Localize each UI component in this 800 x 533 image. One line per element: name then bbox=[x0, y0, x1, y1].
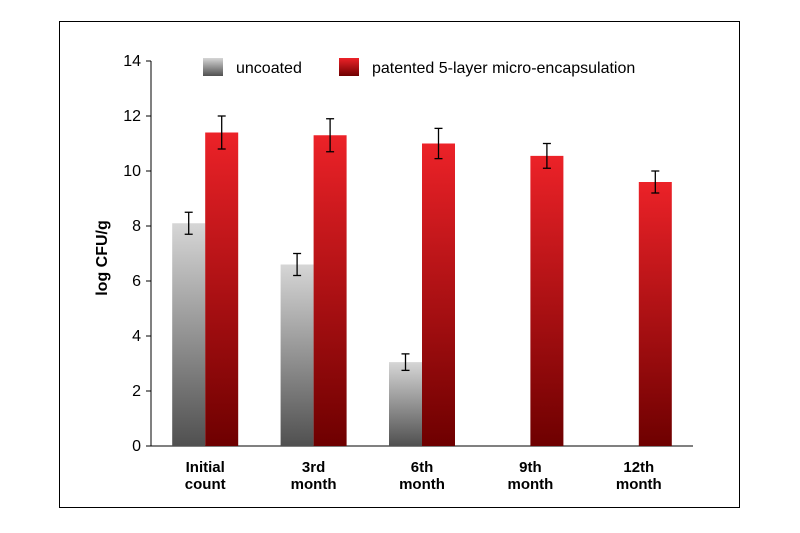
bar-uncoated bbox=[280, 264, 314, 446]
y-tick-label: 4 bbox=[132, 328, 141, 345]
x-category-label: Initial count bbox=[185, 459, 226, 493]
y-tick-label: 10 bbox=[123, 163, 141, 180]
x-category-label: 3rd month bbox=[291, 459, 337, 493]
legend-label: patented 5-layer micro-encapsulation bbox=[372, 60, 635, 77]
legend-swatch bbox=[203, 58, 223, 76]
legend-label: uncoated bbox=[236, 60, 302, 77]
x-category-label: 12th month bbox=[616, 459, 662, 493]
x-category-label: 6th month bbox=[399, 459, 445, 493]
bar-encapsulated bbox=[313, 135, 347, 446]
y-tick-label: 2 bbox=[132, 383, 141, 400]
y-tick-label: 0 bbox=[132, 438, 141, 455]
x-category-label: 9th month bbox=[507, 459, 553, 493]
bar-encapsulated bbox=[205, 132, 239, 446]
legend-swatch bbox=[339, 58, 359, 76]
y-tick-label: 8 bbox=[132, 218, 141, 235]
y-tick-label: 14 bbox=[123, 53, 141, 70]
bar-encapsulated bbox=[530, 155, 564, 446]
bar-encapsulated bbox=[638, 182, 672, 446]
y-tick-label: 12 bbox=[123, 108, 141, 125]
bar-encapsulated bbox=[422, 143, 455, 446]
bar-uncoated bbox=[389, 362, 422, 446]
bar-uncoated bbox=[172, 223, 206, 446]
chart-frame bbox=[59, 21, 740, 508]
y-axis-label: log CFU/g bbox=[94, 220, 111, 296]
y-tick-label: 6 bbox=[132, 273, 141, 290]
